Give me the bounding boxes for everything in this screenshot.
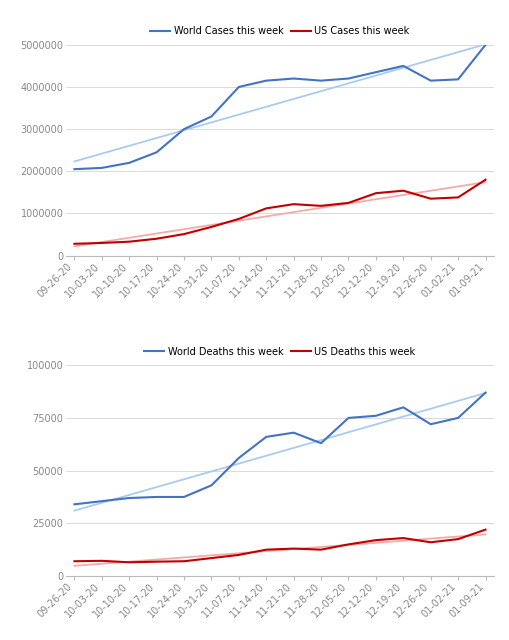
Legend: World Cases this week, US Cases this week: World Cases this week, US Cases this wee… (147, 22, 413, 40)
Legend: World Deaths this week, US Deaths this week: World Deaths this week, US Deaths this w… (140, 342, 419, 360)
